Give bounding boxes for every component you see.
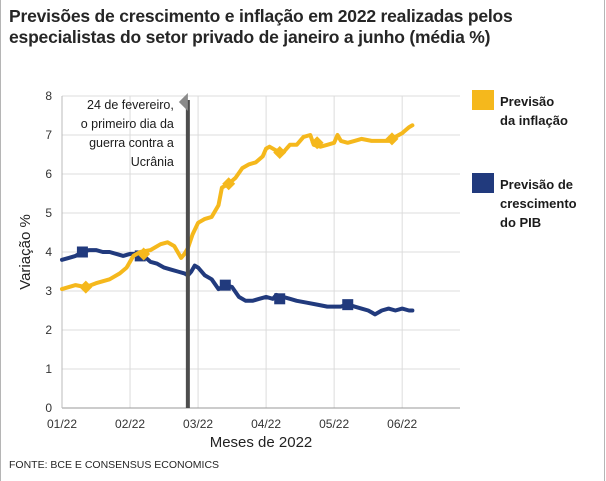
inflation-marker xyxy=(385,132,399,146)
y-tick-label: 8 xyxy=(45,89,52,103)
event-annotation-line: Ucrânia xyxy=(131,155,174,169)
y-axis-ticks: 0 1 2 3 4 5 6 7 8 xyxy=(45,89,52,415)
left-frame-border xyxy=(0,0,1,481)
x-tick-label: 04/22 xyxy=(251,417,281,431)
right-frame-border xyxy=(604,0,605,481)
legend: Previsão da inflação Previsão de cresciment… xyxy=(472,90,577,230)
inflation-marker xyxy=(79,280,93,294)
series-group xyxy=(60,123,415,317)
y-axis-title: Variação % xyxy=(17,214,34,290)
x-axis-ticks: 01/22 02/22 03/22 04/22 05/22 06/22 xyxy=(47,417,418,431)
chart-title: Previsões de crescimento e inflação em 2… xyxy=(9,6,513,47)
source-note: FONTE: BCE E CONSENSUS ECONOMICS xyxy=(9,459,220,471)
y-tick-label: 7 xyxy=(45,128,52,142)
event-annotation-line: o primeiro dia da xyxy=(81,117,174,131)
event-annotation-line: guerra contra a xyxy=(89,136,174,150)
event-arrow-tip xyxy=(178,93,188,111)
inflation-marker xyxy=(222,177,236,191)
event-marker: 24 de fevereiro, o primeiro dia da guerra … xyxy=(81,93,190,408)
x-tick-label: 02/22 xyxy=(115,417,145,431)
gdp-marker xyxy=(274,293,286,305)
gdp-legend-label: crescimento xyxy=(500,196,577,211)
gdp-legend-swatch xyxy=(472,173,494,193)
inflation-legend-label: Previsão xyxy=(500,94,554,109)
x-tick-label: 01/22 xyxy=(47,417,77,431)
gdp-series-line xyxy=(60,248,415,317)
y-tick-label: 0 xyxy=(45,401,52,415)
x-tick-label: 03/22 xyxy=(183,417,213,431)
inflation-marker xyxy=(137,247,151,261)
gdp-legend-label: do PIB xyxy=(500,215,541,230)
y-tick-label: 4 xyxy=(45,245,52,259)
inflation-legend-label: da inflação xyxy=(500,113,568,128)
y-tick-label: 3 xyxy=(45,284,52,298)
x-axis-title: Meses de 2022 xyxy=(210,434,313,451)
x-tick-label: 06/22 xyxy=(387,417,417,431)
gdp-marker xyxy=(342,299,354,311)
inflation-legend-swatch xyxy=(472,90,494,110)
gdp-marker xyxy=(219,279,231,291)
gdp-legend-label: Previsão de xyxy=(500,177,573,192)
y-tick-label: 2 xyxy=(45,323,52,337)
y-tick-label: 1 xyxy=(45,362,52,376)
inflation-marker xyxy=(273,146,287,160)
y-tick-label: 6 xyxy=(45,167,52,181)
y-tick-label: 5 xyxy=(45,206,52,220)
inflation-marker xyxy=(310,136,324,150)
event-annotation-line: 24 de fevereiro, xyxy=(87,98,174,112)
gdp-marker xyxy=(76,246,88,258)
x-tick-label: 05/22 xyxy=(319,417,349,431)
